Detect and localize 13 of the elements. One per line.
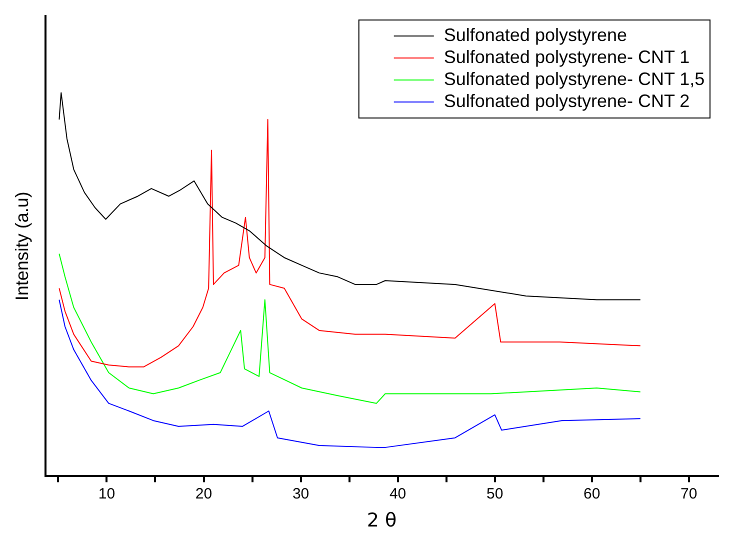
x-tick-label: 50 xyxy=(486,485,504,502)
y-axis-title: Intensity (a.u) xyxy=(12,192,32,301)
x-tick-label: 10 xyxy=(98,485,116,502)
legend-label: Sulfonated polystyrene xyxy=(444,24,627,45)
x-tick-label: 30 xyxy=(292,485,310,502)
x-tick-label: 60 xyxy=(584,485,600,502)
legend-label: Sulfonated polystyrene- CNT 2 xyxy=(444,90,690,111)
x-tick-label: 70 xyxy=(680,485,698,502)
legend-label: Sulfonated polystyrene- CNT 1,5 xyxy=(444,68,705,89)
x-axis-title: 2 θ xyxy=(366,510,397,532)
x-tick-label: 20 xyxy=(195,485,212,502)
x-tick-label: 40 xyxy=(389,485,406,502)
legend-label: Sulfonated polystyrene- CNT 1 xyxy=(444,46,690,67)
